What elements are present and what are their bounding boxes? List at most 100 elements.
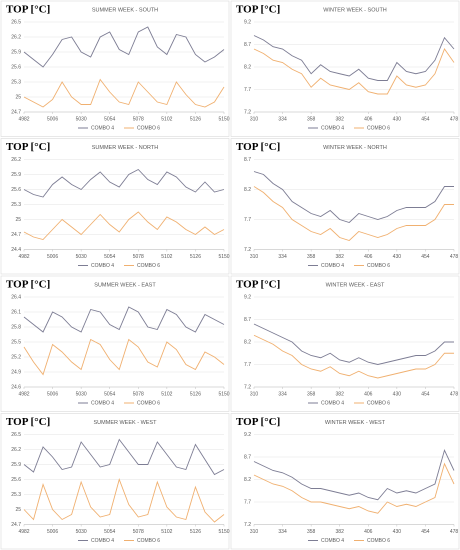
x-tick-label: 5078 [133,391,144,397]
x-tick-label: 478 [450,391,459,397]
series-line [23,78,225,108]
y-tick-label: 7.7 [244,87,251,93]
y-tick-label: 7.2 [244,109,251,115]
x-tick-label: 382 [336,529,345,535]
y-tick-label: 24.9 [11,369,21,375]
chart-title: SUMMER WEEK - SOUTH [92,7,158,13]
y-tick-label: 26.2 [11,447,21,453]
panel-border [230,413,460,550]
y-tick-label: 7.7 [244,499,251,505]
x-tick-label: 5150 [218,254,229,260]
y-tick-label: 8.7 [244,454,251,460]
y-tick-label: 8.2 [244,339,251,345]
chart-title: WINTER WEEK - NORTH [323,145,387,151]
legend-label: COMBO 4 [91,125,114,131]
legend-label: COMBO 4 [321,263,344,269]
y-axis-label: TOP [°C] [236,141,280,153]
y-tick-label: 25.3 [11,79,21,85]
panel-border [230,0,460,137]
series-line [23,338,225,376]
x-tick-label: 4982 [18,529,29,535]
x-tick-label: 5126 [190,254,201,260]
y-tick-label: 25.5 [11,339,21,345]
x-tick-label: 5006 [47,391,58,397]
x-tick-label: 5102 [161,116,172,122]
y-tick-label: 7.2 [244,247,251,253]
legend-label: COMBO 6 [367,538,390,544]
y-axis-label: TOP [°C] [6,4,50,16]
y-tick-label: 8.7 [244,42,251,48]
y-tick-label: 25.3 [11,492,21,498]
legend-label: COMBO 4 [321,400,344,406]
y-tick-label: 9.2 [244,432,251,438]
x-tick-label: 5054 [104,391,115,397]
x-tick-label: 358 [307,254,316,260]
chart-title: SUMMER WEEK - NORTH [92,145,159,151]
x-tick-label: 5054 [104,529,115,535]
legend-label: COMBO 6 [367,125,390,131]
x-tick-label: 5030 [76,254,87,260]
y-tick-label: 24.4 [11,247,21,253]
series-line [253,186,454,242]
x-tick-label: 454 [421,391,430,397]
panel-border [230,275,460,412]
y-tick-label: 25.3 [11,202,21,208]
x-tick-label: 430 [393,254,402,260]
y-tick-label: 26.2 [11,34,21,40]
x-tick-label: 406 [364,529,373,535]
x-tick-label: 5102 [161,529,172,535]
chart-title: WINTER WEEK - EAST [326,282,385,288]
series-line [23,211,225,241]
x-tick-label: 382 [336,116,345,122]
x-tick-label: 4982 [18,391,29,397]
chart-title: SUMMER WEEK - EAST [94,282,156,288]
series-line [253,171,454,224]
x-tick-label: 310 [250,116,259,122]
y-tick-label: 26.5 [11,19,21,25]
legend-label: COMBO 4 [321,538,344,544]
x-tick-label: 406 [364,254,373,260]
legend-label: COMBO 4 [91,263,114,269]
chart-title: WINTER WEEK - SOUTH [323,7,387,13]
x-tick-label: 430 [393,391,402,397]
y-axis-label: TOP [°C] [6,141,50,153]
chart-panel: TOP [°C] SUMMER WEEK - NORTH 24.4 24.7 25 25.… [0,138,230,275]
legend-label: COMBO 6 [367,400,390,406]
chart-panel: TOP [°C] SUMMER WEEK - SOUTH 24.7 25 25.3 25.… [0,0,230,137]
panel-border [0,138,230,275]
y-tick-label: 9.2 [244,19,251,25]
series-line [253,448,455,501]
y-tick-label: 24.7 [11,109,21,115]
y-tick-label: 25.9 [11,462,21,468]
x-tick-label: 310 [250,529,259,535]
y-tick-label: 26.1 [11,309,21,315]
x-tick-label: 5126 [190,391,201,397]
x-tick-label: 358 [307,529,316,535]
x-tick-label: 5102 [161,391,172,397]
panel-border [0,0,230,137]
y-tick-label: 25.6 [11,477,21,483]
x-tick-label: 430 [393,116,402,122]
y-tick-label: 25.9 [11,49,21,55]
x-tick-label: 334 [278,254,287,260]
y-axis-label: TOP [°C] [6,416,50,428]
x-tick-label: 430 [393,529,402,535]
chart-panel: TOP [°C] SUMMER WEEK - WEST 24.7 25 25.3 25.6… [0,413,230,550]
x-tick-label: 5030 [76,391,87,397]
x-tick-label: 5006 [47,529,58,535]
x-tick-label: 5078 [133,529,144,535]
series-line [23,26,225,68]
y-axis-label: TOP [°C] [6,279,50,291]
series-line [253,323,454,365]
x-tick-label: 5006 [47,116,58,122]
chart-panel: TOP [°C] WINTER WEEK - WEST 7.2 7.7 8.2 8.7 9.… [230,413,460,550]
x-tick-label: 334 [278,391,287,397]
y-tick-label: 8.2 [244,187,251,193]
y-axis-label: TOP [°C] [236,416,280,428]
y-tick-label: 26.5 [11,432,21,438]
y-tick-label: 25.9 [11,172,21,178]
y-tick-label: 25.6 [11,187,21,193]
series-line [253,462,455,514]
